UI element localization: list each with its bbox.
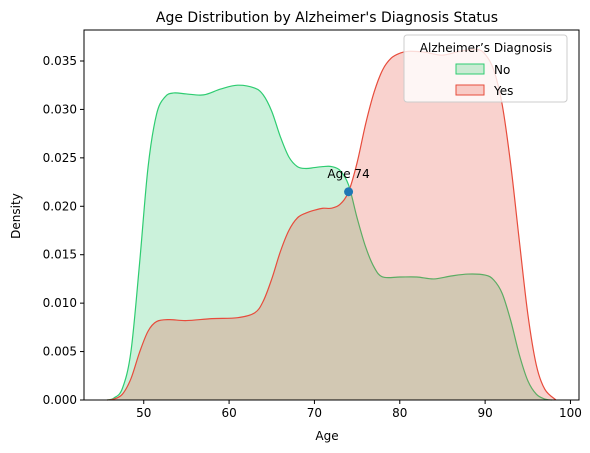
series-line-no bbox=[106, 84, 552, 401]
x-tick-label: 100 bbox=[559, 406, 582, 420]
x-tick-label: 90 bbox=[477, 406, 492, 420]
series-fill-yes bbox=[107, 49, 556, 401]
x-axis-ticks: 50 60 70 80 90 100 bbox=[136, 400, 582, 420]
y-tick-label: 0.005 bbox=[43, 345, 77, 359]
series-fill-no bbox=[107, 85, 552, 401]
annotation-marker bbox=[344, 187, 354, 197]
annotation-label: Age 74 bbox=[327, 167, 369, 181]
y-tick-label: 0.035 bbox=[43, 54, 77, 68]
y-axis-ticks: 0.000 0.005 0.010 0.015 0.020 0.025 0.030 0.035 bbox=[43, 54, 84, 407]
y-tick-label: 0.030 bbox=[43, 102, 77, 116]
legend-label-no: No bbox=[494, 63, 510, 77]
y-tick-label: 0.020 bbox=[43, 199, 77, 213]
y-tick-label: 0.000 bbox=[43, 393, 77, 407]
y-tick-label: 0.025 bbox=[43, 151, 77, 165]
legend-label-yes: Yes bbox=[493, 84, 513, 98]
y-tick-label: 0.015 bbox=[43, 248, 77, 262]
legend-title: Alzheimer’s Diagnosis bbox=[420, 41, 552, 55]
x-tick-label: 80 bbox=[392, 406, 407, 420]
plot-frame bbox=[83, 29, 580, 401]
x-axis-label: Age bbox=[315, 429, 338, 443]
legend-box bbox=[403, 34, 568, 103]
legend-swatch-no bbox=[455, 63, 485, 75]
x-tick-label: 70 bbox=[307, 406, 322, 420]
annotation-layer: Age 74 bbox=[327, 167, 370, 197]
x-tick-label: 60 bbox=[221, 406, 236, 420]
y-axis-label: Density bbox=[9, 193, 23, 239]
legend: Alzheimer’s Diagnosis No Yes bbox=[403, 34, 568, 103]
x-tick-label: 50 bbox=[136, 406, 151, 420]
chart-title: Age Distribution by Alzheimer's Diagnosi… bbox=[156, 10, 498, 26]
y-tick-label: 0.010 bbox=[43, 296, 77, 310]
legend-swatch-yes bbox=[455, 84, 485, 96]
